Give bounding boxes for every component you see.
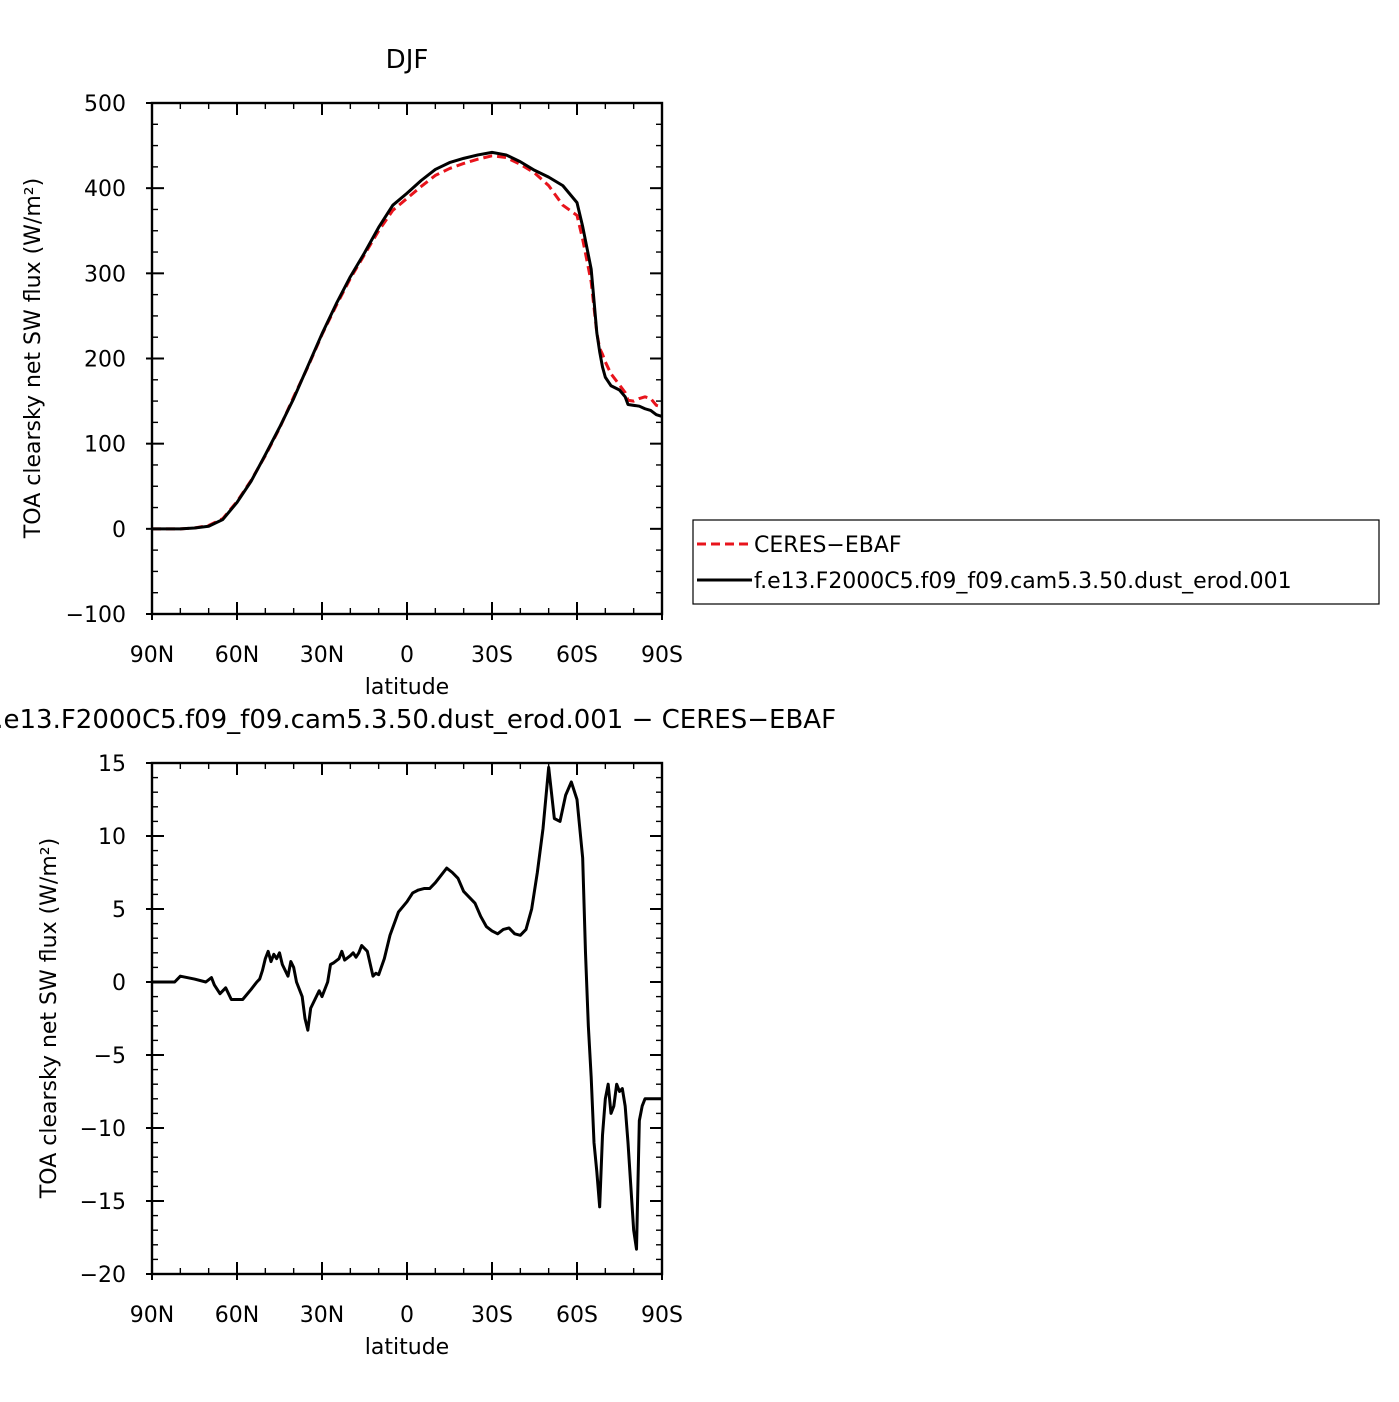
bottom-y-tick-label: 15	[98, 752, 126, 777]
bottom-x-tick-label: 30N	[300, 1303, 344, 1328]
legend: CERES−EBAF f.e13.F2000C5.f09_f09.cam5.3.…	[692, 519, 1380, 605]
top-x-tick-label: 90N	[130, 643, 174, 668]
top-y-tick-label: 0	[112, 518, 126, 543]
bottom-y-tick-label: 0	[112, 971, 126, 996]
top-x-tick-label: 30S	[471, 643, 513, 668]
top-y-tick-label: 400	[84, 177, 126, 202]
bottom-x-tick-label: 60S	[556, 1303, 598, 1328]
bottom-series-line-0	[152, 765, 662, 1251]
bottom-y-tick-label: −10	[80, 1117, 126, 1142]
bottom-y-tick-label: 10	[98, 825, 126, 850]
legend-box	[692, 519, 1380, 605]
top-series-line-ceres-ebaf	[152, 154, 662, 531]
top-x-tick-label: 30N	[300, 643, 344, 668]
top-y-tick-label: −100	[66, 603, 126, 628]
top-y-tick-label: 500	[84, 92, 126, 117]
bottom-chart-y-tick-labels: −20 −15 −10 −5 0 5 10 15	[80, 752, 126, 1288]
bottom-x-tick-label: 90S	[641, 1303, 683, 1328]
bottom-chart-panel: f.e13.F2000C5.f09_f09.cam5.3.50.dust_ero…	[0, 705, 836, 1360]
bottom-chart-frame	[150, 761, 664, 1276]
bottom-y-tick-label: −5	[94, 1044, 126, 1069]
top-chart-series	[152, 150, 662, 531]
top-y-tick-label: 100	[84, 433, 126, 458]
top-x-tick-label: 60S	[556, 643, 598, 668]
legend-label-ceres-ebaf: CERES−EBAF	[754, 533, 902, 558]
bottom-chart-series	[152, 765, 662, 1251]
bottom-chart-x-tick-labels: 90N 60N 30N 0 30S 60S 90S	[130, 1303, 683, 1328]
bottom-x-tick-label: 90N	[130, 1303, 174, 1328]
bottom-y-tick-label: −15	[80, 1190, 126, 1215]
bottom-chart-title: f.e13.F2000C5.f09_f09.cam5.3.50.dust_ero…	[0, 705, 836, 735]
top-x-tick-label: 90S	[641, 643, 683, 668]
top-x-tick-label: 0	[400, 643, 414, 668]
legend-label-model: f.e13.F2000C5.f09_f09.cam5.3.50.dust_ero…	[754, 569, 1292, 594]
bottom-x-tick-label: 60N	[215, 1303, 259, 1328]
top-chart-title: DJF	[386, 45, 429, 75]
top-chart-y-axis-label: TOA clearsky net SW flux (W/m²)	[21, 178, 46, 539]
top-chart-x-tick-labels: 90N 60N 30N 0 30S 60S 90S	[130, 643, 683, 668]
top-chart-y-tick-labels: −100 0 100 200 300 400 500	[66, 92, 126, 628]
top-y-tick-label: 200	[84, 348, 126, 373]
bottom-x-tick-label: 0	[400, 1303, 414, 1328]
top-series-line-f-e13-f2000c5-f09-f09-cam5-3-50-dust-erod-001	[152, 150, 662, 531]
top-chart-x-axis-label: latitude	[365, 675, 449, 700]
top-chart-frame	[150, 101, 664, 616]
bottom-chart-ticks	[146, 762, 663, 1280]
bottom-y-tick-label: 5	[112, 898, 126, 923]
bottom-chart-x-axis-label: latitude	[365, 1335, 449, 1360]
top-y-tick-label: 300	[84, 262, 126, 287]
bottom-y-tick-label: −20	[80, 1263, 126, 1288]
top-chart-ticks	[146, 102, 663, 620]
top-x-tick-label: 60N	[215, 643, 259, 668]
top-chart-panel: DJF −100 0 100 200 300 400 500 90N 60N 30N 0 30S 60…	[21, 45, 683, 700]
bottom-chart-y-axis-label: TOA clearsky net SW flux (W/m²)	[37, 838, 62, 1199]
bottom-x-tick-label: 30S	[471, 1303, 513, 1328]
